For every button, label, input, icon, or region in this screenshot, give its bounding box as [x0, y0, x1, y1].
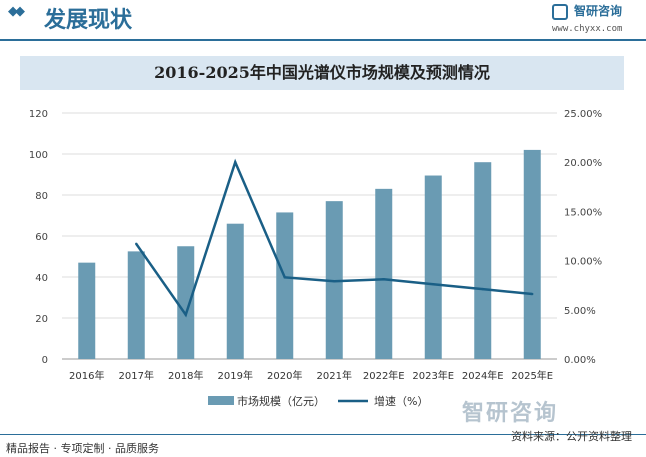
- chart-title: 2016-2025年中国光谱仪市场规模及预测情况: [154, 63, 490, 82]
- x-tick-label: 2017年: [119, 369, 154, 382]
- line-point: [184, 313, 187, 316]
- y-left-tick-label: 0: [42, 355, 48, 366]
- bar: [226, 223, 244, 359]
- x-tick-label: 2016年: [69, 369, 104, 382]
- page-header: ◆◆ 发展现状 智研咨询 www.chyxx.com: [0, 0, 646, 38]
- x-tick-label: 2020年: [267, 369, 302, 382]
- y-right-tick-label: 25.00%: [564, 109, 602, 120]
- y-right-tick-label: 20.00%: [564, 158, 602, 169]
- x-tick-label: 2018年: [168, 369, 203, 382]
- x-tick-label: 2022年E: [363, 369, 405, 382]
- brand-name: 智研咨询: [574, 4, 623, 18]
- legend-bar-label: 市场规模（亿元）: [237, 394, 325, 408]
- bar: [177, 246, 195, 359]
- chart: 0 20 40 60 80 100 120 0.00% 5.00% 10.00% 15.00% 20.…: [29, 109, 602, 408]
- brand-logo-icon: [552, 4, 568, 20]
- y-left-tick-label: 80: [35, 191, 48, 202]
- x-tick-label: 2023年E: [412, 369, 454, 382]
- title-band: [20, 56, 624, 90]
- line-point: [382, 278, 385, 281]
- y-left-tick-label: 20: [35, 314, 48, 325]
- x-tick-label: 2019年: [218, 369, 253, 382]
- legend-bar-swatch: [208, 396, 234, 405]
- line-point: [531, 292, 534, 296]
- watermark-brand: 智研咨询: [462, 401, 559, 426]
- y-right-tick-label: 15.00%: [564, 207, 602, 218]
- bar: [424, 175, 442, 359]
- section-title: 发展现状: [44, 8, 133, 33]
- line-point: [481, 287, 484, 291]
- x-tick-label: 2021年: [317, 369, 352, 382]
- line-point: [432, 283, 435, 286]
- footer-tagline: 精品报告 · 专项定制 · 品质服务: [6, 442, 159, 455]
- bar: [78, 262, 96, 359]
- legend-line-label: 增速（%）: [374, 394, 428, 408]
- bar: [375, 188, 393, 359]
- bar: [474, 162, 492, 359]
- y-left-tick-label: 100: [29, 150, 48, 161]
- y-right-tick-label: 5.00%: [564, 306, 596, 317]
- y-left-tick-label: 60: [35, 232, 48, 243]
- diamond-icon: ◆◆: [8, 4, 25, 19]
- line-point: [283, 276, 286, 279]
- brand-url: www.chyxx.com: [552, 24, 623, 34]
- header-divider: [0, 39, 646, 41]
- line-point: [333, 280, 336, 283]
- line-point: [234, 161, 237, 164]
- x-tick-label: 2024年E: [462, 369, 504, 382]
- y-right-tick-label: 10.00%: [564, 257, 602, 268]
- y-left-tick-label: 120: [29, 109, 48, 120]
- y-left-tick-label: 40: [35, 273, 48, 284]
- source-note: 资料来源：公开资料整理: [511, 430, 632, 443]
- x-tick-label: 2025年E: [511, 369, 553, 382]
- bar: [523, 149, 541, 359]
- bar: [276, 212, 294, 359]
- y-right-tick-label: 0.00%: [564, 355, 596, 366]
- line-point: [135, 242, 138, 246]
- footer-divider: [0, 434, 646, 435]
- bar: [127, 251, 145, 359]
